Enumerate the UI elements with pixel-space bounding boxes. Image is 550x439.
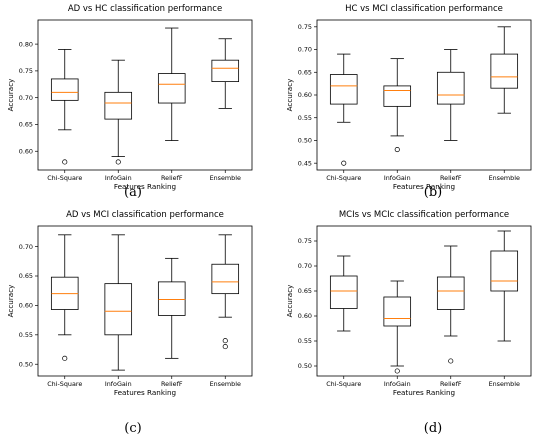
y-tick-label: 0.75: [19, 67, 33, 75]
y-tick-label: 0.55: [298, 114, 312, 122]
y-tick-label: 0.75: [298, 237, 312, 245]
boxplot-chart-a: AD vs HC classification performance 0.60 0…: [6, 4, 253, 191]
y-tick-label: 0.50: [298, 137, 312, 145]
chart-panel-b: HC vs MCI classification performance 0.45…: [285, 2, 545, 209]
box-iqr: [383, 296, 412, 327]
panel-label-c: (c): [124, 421, 142, 436]
x-tick-label: InfoGain: [105, 174, 132, 182]
outlier-point: [341, 160, 347, 166]
chart-panel-c: AD vs MCI classification performance 0.50…: [6, 208, 266, 415]
x-tick-label: InfoGain: [105, 380, 132, 388]
chart-panel-d: MCIs vs MCIc classification performance 0…: [285, 208, 545, 415]
x-tick-label: Ensemble: [489, 380, 520, 388]
y-axis-label: Accuracy: [6, 78, 15, 112]
boxplot-chart-c: AD vs MCI classification performance 0.50…: [6, 210, 253, 397]
box-iqr: [490, 250, 519, 292]
y-tick-label: 0.55: [298, 337, 312, 345]
outlier-point: [115, 159, 121, 165]
y-tick-label: 0.65: [298, 287, 312, 295]
y-tick-label: 0.60: [19, 147, 33, 155]
x-tick-label: InfoGain: [384, 174, 411, 182]
outlier-point: [448, 358, 454, 364]
outlier-point: [62, 355, 68, 361]
plot-frame: [316, 225, 532, 377]
box-iqr: [383, 85, 412, 107]
y-tick-label: 0.60: [298, 312, 312, 320]
x-axis-label: Features Ranking: [114, 182, 176, 191]
x-tick-label: ReliefF: [440, 174, 462, 182]
x-tick-label: Chi-Square: [326, 380, 361, 388]
chart-title: MCIs vs MCIc classification performance: [339, 210, 509, 220]
outlier-point: [394, 368, 400, 374]
y-tick-label: 0.80: [19, 40, 33, 48]
box-iqr: [157, 73, 186, 104]
panel-label-d: (d): [423, 421, 443, 436]
box-iqr: [329, 74, 358, 105]
x-tick-label: InfoGain: [384, 380, 411, 388]
boxplot-chart-d: MCIs vs MCIc classification performance 0…: [285, 210, 532, 397]
y-tick-label: 0.70: [19, 243, 33, 251]
x-tick-label: ReliefF: [161, 380, 183, 388]
y-tick-label: 0.65: [19, 272, 33, 280]
x-tick-label: Ensemble: [489, 174, 520, 182]
outlier-point: [62, 159, 68, 165]
outlier-point: [222, 344, 228, 350]
y-tick-label: 0.45: [298, 159, 312, 167]
x-tick-label: Ensemble: [210, 380, 241, 388]
plot-frame: [37, 19, 253, 171]
x-tick-label: Chi-Square: [326, 174, 361, 182]
x-tick-label: ReliefF: [440, 380, 462, 388]
box-iqr: [436, 276, 465, 310]
x-axis-label: Features Ranking: [393, 182, 455, 191]
y-tick-label: 0.70: [298, 46, 312, 54]
y-tick-label: 0.75: [298, 23, 312, 31]
y-axis-label: Accuracy: [285, 284, 294, 318]
plot-frame: [37, 225, 253, 377]
y-tick-label: 0.55: [19, 331, 33, 339]
y-tick-label: 0.60: [298, 91, 312, 99]
x-tick-label: Chi-Square: [47, 174, 82, 182]
box-iqr: [329, 275, 358, 309]
x-axis-label: Features Ranking: [393, 388, 455, 397]
y-tick-label: 0.50: [19, 360, 33, 368]
plot-frame: [316, 19, 532, 171]
box-iqr: [211, 59, 240, 83]
y-tick-label: 0.70: [19, 94, 33, 102]
y-tick-label: 0.65: [298, 68, 312, 76]
chart-panel-a: AD vs HC classification performance 0.60 0…: [6, 2, 266, 209]
box-iqr: [436, 71, 465, 105]
panel-label-a: (a): [124, 185, 142, 200]
y-tick-label: 0.60: [19, 302, 33, 310]
x-tick-label: Ensemble: [210, 174, 241, 182]
y-axis-label: Accuracy: [6, 284, 15, 318]
outlier-point: [394, 146, 400, 153]
y-tick-label: 0.65: [19, 121, 33, 129]
box-iqr: [490, 53, 519, 89]
y-tick-label: 0.70: [298, 262, 312, 270]
box-iqr: [104, 91, 133, 120]
box-iqr: [211, 263, 240, 295]
box-iqr: [157, 281, 186, 316]
y-axis-label: Accuracy: [285, 78, 294, 112]
x-tick-label: Chi-Square: [47, 380, 82, 388]
box-iqr: [104, 283, 133, 336]
x-axis-label: Features Ranking: [114, 388, 176, 397]
box-iqr: [50, 78, 79, 101]
panel-label-b: (b): [423, 185, 443, 200]
chart-title: AD vs MCI classification performance: [66, 210, 224, 220]
chart-title: AD vs HC classification performance: [68, 4, 222, 14]
y-tick-label: 0.50: [298, 362, 312, 370]
outlier-point: [222, 338, 228, 344]
boxplot-chart-b: HC vs MCI classification performance 0.45…: [285, 4, 532, 191]
chart-title: HC vs MCI classification performance: [345, 4, 503, 14]
x-tick-label: ReliefF: [161, 174, 183, 182]
